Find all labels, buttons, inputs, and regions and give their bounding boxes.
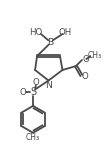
Text: B: B	[47, 38, 54, 47]
Text: HO: HO	[29, 28, 43, 37]
Text: O: O	[83, 55, 90, 64]
Text: CH₃: CH₃	[88, 51, 102, 60]
Text: O: O	[81, 72, 88, 81]
Text: OH: OH	[59, 28, 72, 37]
Text: N: N	[45, 82, 52, 91]
Text: O: O	[19, 88, 26, 97]
Text: O: O	[33, 78, 39, 87]
Text: S: S	[30, 87, 36, 97]
Text: CH₃: CH₃	[26, 133, 40, 142]
